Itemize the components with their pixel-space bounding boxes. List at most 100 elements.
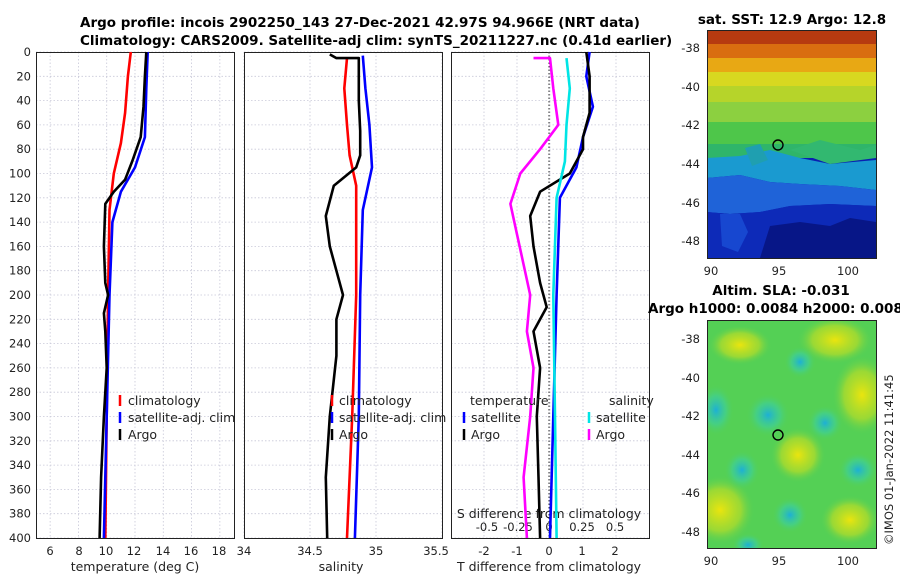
salinity-legend: climatology satellite-adj. clim Argo xyxy=(330,393,446,442)
sla-ytick: -38 xyxy=(681,332,700,346)
temperature-axes xyxy=(36,52,235,539)
difference-legend: temperature salinity satellite Argo sate… xyxy=(462,393,654,442)
temperature-legend: climatology satellite-adj. clim Argo xyxy=(118,393,235,442)
salinity-axes xyxy=(244,52,443,539)
temp-xtick: 16 xyxy=(184,544,199,558)
diff-xtick: -2 xyxy=(478,544,489,558)
legend-label: satellite xyxy=(471,410,521,425)
depth-tick-label: 280 xyxy=(9,385,31,399)
diff-xtick-top: 0.25 xyxy=(569,520,595,534)
series-line-salinity-argo xyxy=(509,56,560,539)
temperature-xlabel: temperature (deg C) xyxy=(71,559,200,574)
sst-ytick: -44 xyxy=(681,157,700,171)
legend-label: satellite-adj. clim xyxy=(128,410,235,425)
depth-tick-label: 340 xyxy=(9,458,31,472)
legend-title-temperature: temperature xyxy=(470,393,549,408)
sal-xtick: 35 xyxy=(369,544,384,558)
sla-ytick: -46 xyxy=(681,486,700,500)
temp-xtick: 10 xyxy=(99,544,114,558)
temp-xtick: 18 xyxy=(212,544,227,558)
legend-label: Argo xyxy=(128,427,157,442)
salinity-xlabel: salinity xyxy=(319,559,364,574)
difference-xlabel: T difference from climatology xyxy=(456,559,642,574)
imos-timestamp: ©IMOS 01-Jan-2022 11:41:45 xyxy=(882,374,896,545)
depth-tick-label: 200 xyxy=(9,288,31,302)
sla-xtick: 100 xyxy=(837,554,859,568)
figure-title-line2: Climatology: CARS2009. Satellite-adj cli… xyxy=(80,33,672,49)
sla-ytick: -42 xyxy=(681,409,700,423)
sla-ytick: -44 xyxy=(681,448,700,462)
sal-xtick: 35.5 xyxy=(423,544,449,558)
sla-ytick: -40 xyxy=(681,371,700,385)
difference-xlabel-top: S difference from climatology xyxy=(457,506,642,521)
sst-map-title: sat. SST: 12.9 Argo: 12.8 xyxy=(698,12,886,28)
legend-label: satellite xyxy=(596,410,646,425)
legend-label: Argo xyxy=(339,427,368,442)
depth-tick-label: 220 xyxy=(9,312,31,326)
legend-label: Argo xyxy=(596,427,625,442)
difference-axes xyxy=(451,52,650,539)
depth-tick-label: 400 xyxy=(9,531,31,545)
depth-tick-label: 20 xyxy=(16,69,31,83)
sla-argo-marker xyxy=(772,429,784,441)
sst-xtick: 95 xyxy=(772,264,787,278)
sst-ytick: -42 xyxy=(681,118,700,132)
legend-title-salinity: salinity xyxy=(609,393,654,408)
sst-ytick: -38 xyxy=(681,41,700,55)
series-line-argo xyxy=(324,53,362,539)
diff-xtick-top: -0.5 xyxy=(476,520,498,534)
depth-tick-label: 180 xyxy=(9,264,31,278)
sst-xtick: 90 xyxy=(704,264,719,278)
sla-map-frame xyxy=(707,320,877,549)
sst-ytick: -46 xyxy=(681,196,700,210)
sal-xtick: 34 xyxy=(237,544,252,558)
diff-xtick: -1 xyxy=(511,544,522,558)
depth-tick-label: 360 xyxy=(9,482,31,496)
diff-xtick: 0 xyxy=(545,544,552,558)
sst-argo-marker xyxy=(772,139,784,151)
sst-ytick: -40 xyxy=(681,80,700,94)
diff-xtick-top: -0.25 xyxy=(503,520,533,534)
legend-label: Argo xyxy=(471,427,500,442)
depth-tick-label: 320 xyxy=(9,434,31,448)
sst-ytick: -48 xyxy=(681,234,700,248)
sla-heatmap xyxy=(707,320,876,548)
diff-xtick: 1 xyxy=(578,544,585,558)
sst-xtick: 100 xyxy=(837,264,859,278)
depth-tick-label: 300 xyxy=(9,410,31,424)
legend-label: satellite-adj. clim xyxy=(339,410,446,425)
depth-tick-label: 100 xyxy=(9,167,31,181)
depth-tick-label: 240 xyxy=(9,337,31,351)
series-line-satellite-adj-clim xyxy=(102,51,149,539)
depth-tick-label: 0 xyxy=(24,45,31,59)
depth-tick-label: 40 xyxy=(16,94,31,108)
series-line-satellite-adj-clim xyxy=(353,55,374,539)
series-line-climatology xyxy=(342,57,358,539)
sla-map-title-line2: Argo h1000: 0.0084 h2000: 0.0087 xyxy=(648,301,900,317)
legend-label: climatology xyxy=(339,393,412,408)
sal-xtick: 34.5 xyxy=(297,544,323,558)
legend-label: climatology xyxy=(128,393,201,408)
sla-map-title-line1: Altim. SLA: -0.031 xyxy=(712,283,849,299)
sla-ytick: -48 xyxy=(681,525,700,539)
figure-title-line1: Argo profile: incois 2902250_143 27-Dec-… xyxy=(80,15,640,31)
series-line-salinity-satellite xyxy=(551,57,572,539)
depth-tick-label: 60 xyxy=(16,118,31,132)
sla-xtick: 90 xyxy=(704,554,719,568)
temp-xtick: 14 xyxy=(156,544,171,558)
series-line-temperature-argo xyxy=(528,51,591,539)
series-line-argo xyxy=(98,51,148,539)
depth-tick-label: 140 xyxy=(9,215,31,229)
depth-tick-label: 380 xyxy=(9,507,31,521)
temp-xtick: 8 xyxy=(75,544,82,558)
temp-xtick: 6 xyxy=(46,544,53,558)
sst-map-frame xyxy=(707,30,877,259)
sst-heatmap xyxy=(707,30,876,258)
sla-xtick: 95 xyxy=(772,554,787,568)
diff-xtick: 2 xyxy=(611,544,618,558)
depth-tick-label: 120 xyxy=(9,191,31,205)
diff-xtick-top: 0.5 xyxy=(606,520,624,534)
depth-tick-label: 160 xyxy=(9,239,31,253)
depth-tick-label: 260 xyxy=(9,361,31,375)
